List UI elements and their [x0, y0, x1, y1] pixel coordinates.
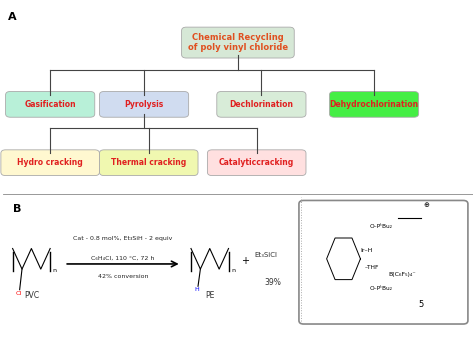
FancyBboxPatch shape: [1, 150, 100, 175]
Text: O–PᵗBu₂: O–PᵗBu₂: [369, 286, 392, 291]
FancyBboxPatch shape: [182, 27, 294, 58]
Text: O–PᵗBu₂: O–PᵗBu₂: [369, 224, 392, 229]
Text: Catalyticcracking: Catalyticcracking: [219, 158, 294, 167]
Text: Ir–H: Ir–H: [360, 248, 373, 253]
Text: Chemical Recycling
of poly vinyl chloride: Chemical Recycling of poly vinyl chlorid…: [188, 33, 288, 52]
Text: n: n: [53, 267, 56, 273]
Text: B(C₆F₅)₄⁻: B(C₆F₅)₄⁻: [388, 272, 416, 277]
Text: H: H: [195, 288, 200, 292]
FancyBboxPatch shape: [329, 91, 419, 117]
Text: 5: 5: [419, 300, 424, 309]
FancyBboxPatch shape: [100, 91, 189, 117]
Text: Dechlorination: Dechlorination: [229, 100, 293, 109]
Text: A: A: [8, 12, 17, 22]
FancyBboxPatch shape: [6, 91, 95, 117]
FancyBboxPatch shape: [217, 91, 306, 117]
Text: ⊕: ⊕: [423, 202, 429, 208]
Text: Cat - 0.8 mol%, Et₃SiH - 2 equiv: Cat - 0.8 mol%, Et₃SiH - 2 equiv: [73, 236, 173, 241]
Text: PVC: PVC: [24, 291, 39, 300]
Text: 42% conversion: 42% conversion: [98, 274, 148, 279]
Text: Gasification: Gasification: [24, 100, 76, 109]
Text: +: +: [241, 256, 249, 266]
Text: –THF: –THF: [365, 265, 379, 270]
Text: Dehydrochlorination: Dehydrochlorination: [329, 100, 419, 109]
FancyBboxPatch shape: [100, 150, 198, 175]
Text: Thermal cracking: Thermal cracking: [111, 158, 186, 167]
Text: PE: PE: [205, 291, 214, 300]
Text: B: B: [13, 204, 21, 214]
Text: 39%: 39%: [264, 277, 282, 286]
Text: Cl: Cl: [15, 291, 21, 296]
FancyBboxPatch shape: [208, 150, 306, 175]
Text: n: n: [231, 267, 235, 273]
Text: Hydro cracking: Hydro cracking: [17, 158, 83, 167]
FancyBboxPatch shape: [299, 200, 468, 324]
Text: C₆H₄Cl, 110 °C, 72 h: C₆H₄Cl, 110 °C, 72 h: [91, 255, 155, 261]
Text: Et₃SiCl: Et₃SiCl: [255, 252, 277, 258]
Text: Pyrolysis: Pyrolysis: [124, 100, 164, 109]
